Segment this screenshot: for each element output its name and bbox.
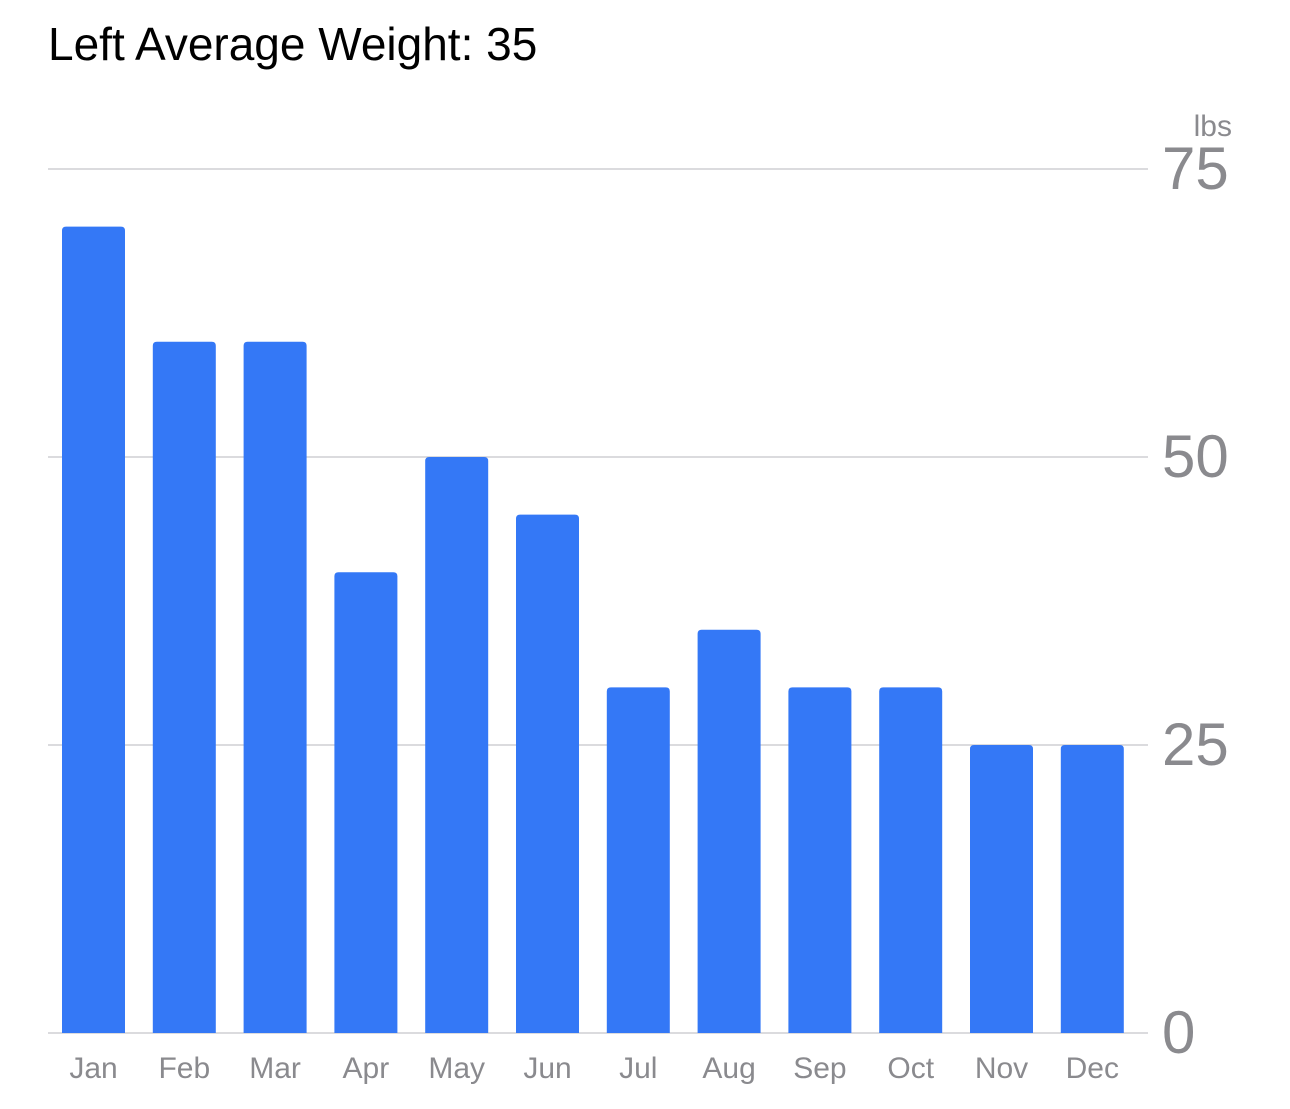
y-tick-label: 0 <box>1162 999 1195 1066</box>
x-tick-label: Apr <box>343 1052 390 1085</box>
x-tick-label: Aug <box>702 1052 755 1085</box>
x-tick-label: Jul <box>619 1052 657 1085</box>
x-tick-label: Jan <box>69 1052 117 1085</box>
y-axis-unit: lbs <box>1194 110 1232 143</box>
x-tick-label: Mar <box>249 1052 301 1085</box>
bar-aug <box>697 629 761 1033</box>
bar-jul <box>606 687 670 1033</box>
x-tick-label: May <box>428 1052 485 1085</box>
x-tick-label: Oct <box>887 1052 934 1085</box>
chart-title: Left Average Weight: 35 <box>48 18 538 70</box>
x-axis-ticks: Jan Feb Mar Apr May Jun Jul Aug Sep Oct Nov Dec <box>69 1052 1119 1085</box>
bar-nov <box>970 745 1033 1033</box>
x-tick-label: Sep <box>793 1052 846 1085</box>
bar-mar <box>243 341 307 1033</box>
x-tick-label: Feb <box>158 1052 210 1085</box>
y-tick-label: 50 <box>1162 423 1229 490</box>
bar-jun <box>516 514 579 1033</box>
y-tick-label: 75 <box>1162 135 1229 202</box>
y-tick-label: 25 <box>1162 711 1229 778</box>
bars <box>62 226 1124 1034</box>
bar-oct <box>879 687 943 1033</box>
bar-may <box>425 457 489 1033</box>
x-tick-label: Dec <box>1066 1052 1119 1085</box>
x-tick-label: Nov <box>975 1052 1028 1085</box>
bar-jan <box>62 226 125 1034</box>
gridlines <box>48 168 1148 1034</box>
bar-sep <box>788 687 852 1033</box>
bar-feb <box>152 341 216 1033</box>
x-tick-label: Jun <box>523 1052 571 1085</box>
bar-apr <box>334 572 398 1033</box>
y-axis-ticks: 0 25 50 75 <box>1162 135 1229 1066</box>
bar-dec <box>1060 745 1124 1033</box>
